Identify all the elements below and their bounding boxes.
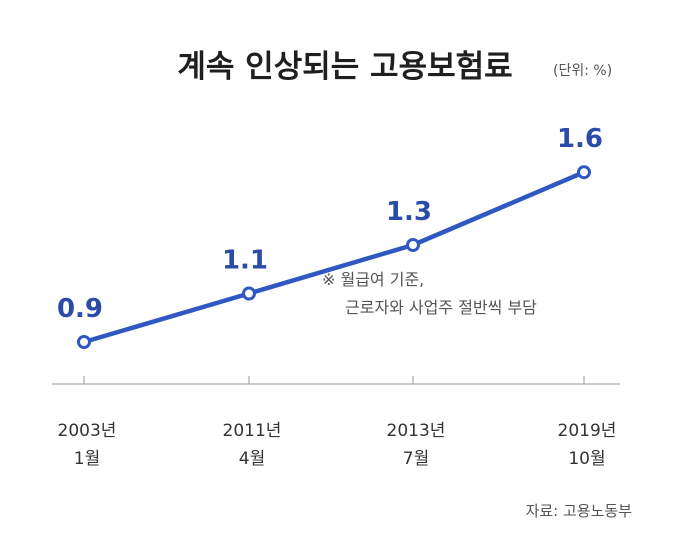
chart-title: 계속 인상되는 고용보험료 [177, 49, 512, 85]
source-label: 자료: 고용노동부 [526, 502, 633, 520]
x-tick-labels: 2003년 1월 2011년 4월 2013년 7월 2019년 10월 [58, 421, 617, 469]
data-point [577, 165, 591, 180]
data-points [77, 165, 591, 349]
data-point [406, 238, 420, 252]
data-label: 1.3 [386, 197, 432, 227]
x-tick-label: 2013년 [387, 421, 446, 441]
x-tick-label: 2003년 [58, 421, 117, 441]
note-line-1: ※ 월급여 기준, [322, 270, 424, 289]
data-label: 1.1 [222, 246, 268, 276]
x-tick-label: 7월 [403, 449, 429, 469]
series-line [81, 169, 587, 345]
data-label: 1.6 [557, 124, 603, 154]
unit-label: (단위: %) [553, 63, 612, 79]
x-tick-label: 10월 [568, 449, 605, 469]
note-line-2: 근로자와 사업주 절반씩 부담 [345, 298, 537, 317]
x-tick-label: 2019년 [558, 421, 617, 441]
x-axis-ticks [83, 376, 585, 384]
data-label: 0.9 [57, 294, 103, 324]
data-point [77, 335, 91, 349]
data-point [242, 286, 256, 301]
x-tick-label: 4월 [239, 449, 265, 469]
x-tick-label: 2011년 [223, 421, 282, 441]
data-labels: 0.9 1.1 1.3 1.6 [57, 124, 603, 324]
x-tick-label: 1월 [74, 449, 100, 469]
